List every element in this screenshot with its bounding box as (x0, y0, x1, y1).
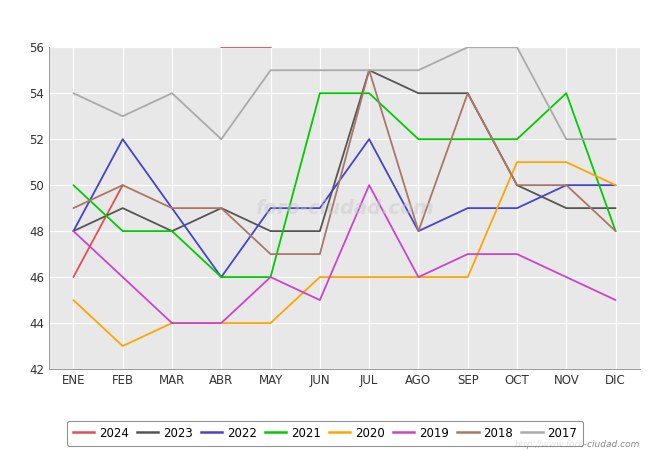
2023 (217, 206, 225, 211)
2020 (612, 182, 619, 188)
2018 (612, 229, 619, 234)
Line: 2018: 2018 (73, 70, 616, 254)
2018 (316, 252, 324, 257)
2022 (217, 274, 225, 280)
2019 (464, 252, 472, 257)
2023 (612, 206, 619, 211)
2023 (464, 90, 472, 96)
2017 (70, 90, 77, 96)
2020 (513, 159, 521, 165)
2019 (415, 274, 422, 280)
2017 (266, 68, 274, 73)
2019 (365, 182, 373, 188)
Text: foro-ciudad.com: foro-ciudad.com (255, 198, 434, 218)
2018 (168, 206, 176, 211)
2019 (70, 229, 77, 234)
2018 (415, 229, 422, 234)
Text: Afiliados en La Hiniesta a 31/5/2024: Afiliados en La Hiniesta a 31/5/2024 (176, 10, 474, 28)
2019 (562, 274, 570, 280)
Line: 2019: 2019 (73, 185, 616, 323)
2017 (168, 90, 176, 96)
2017 (513, 45, 521, 50)
2018 (464, 90, 472, 96)
2022 (562, 182, 570, 188)
Line: 2020: 2020 (73, 162, 616, 346)
2018 (266, 252, 274, 257)
2022 (266, 206, 274, 211)
2021 (415, 136, 422, 142)
2019 (119, 274, 127, 280)
Line: 2024: 2024 (73, 185, 123, 277)
2020 (415, 274, 422, 280)
2019 (168, 320, 176, 326)
2019 (266, 274, 274, 280)
Line: 2023: 2023 (73, 70, 616, 231)
2020 (316, 274, 324, 280)
2021 (266, 274, 274, 280)
2017 (612, 136, 619, 142)
2019 (316, 297, 324, 303)
2018 (513, 182, 521, 188)
2018 (562, 182, 570, 188)
2020 (266, 320, 274, 326)
2018 (365, 68, 373, 73)
2017 (217, 136, 225, 142)
2022 (464, 206, 472, 211)
2023 (70, 229, 77, 234)
2023 (119, 206, 127, 211)
2019 (513, 252, 521, 257)
2021 (612, 229, 619, 234)
2019 (612, 297, 619, 303)
2020 (562, 159, 570, 165)
2020 (464, 274, 472, 280)
2023 (266, 229, 274, 234)
2021 (119, 229, 127, 234)
2017 (562, 136, 570, 142)
Legend: 2024, 2023, 2022, 2021, 2020, 2019, 2018, 2017: 2024, 2023, 2022, 2021, 2020, 2019, 2018… (67, 421, 583, 446)
2022 (119, 136, 127, 142)
2017 (464, 45, 472, 50)
2020 (168, 320, 176, 326)
2020 (119, 343, 127, 349)
2017 (119, 113, 127, 119)
2023 (316, 229, 324, 234)
2022 (70, 229, 77, 234)
Line: 2017: 2017 (73, 47, 616, 139)
Text: http://www.foro-ciudad.com: http://www.foro-ciudad.com (515, 440, 640, 449)
2021 (168, 229, 176, 234)
2023 (168, 229, 176, 234)
2023 (562, 206, 570, 211)
2022 (415, 229, 422, 234)
2022 (612, 182, 619, 188)
2022 (365, 136, 373, 142)
2021 (316, 90, 324, 96)
2021 (365, 90, 373, 96)
2021 (464, 136, 472, 142)
2023 (415, 90, 422, 96)
2019 (217, 320, 225, 326)
2020 (365, 274, 373, 280)
2022 (513, 206, 521, 211)
2021 (562, 90, 570, 96)
2020 (70, 297, 77, 303)
2021 (217, 274, 225, 280)
2022 (316, 206, 324, 211)
2018 (217, 206, 225, 211)
2018 (70, 206, 77, 211)
2017 (365, 68, 373, 73)
2024 (119, 182, 127, 188)
2023 (365, 68, 373, 73)
2017 (415, 68, 422, 73)
2020 (217, 320, 225, 326)
2023 (513, 182, 521, 188)
Line: 2021: 2021 (73, 93, 616, 277)
2021 (70, 182, 77, 188)
2021 (513, 136, 521, 142)
2018 (119, 182, 127, 188)
Line: 2022: 2022 (73, 139, 616, 277)
2017 (316, 68, 324, 73)
2022 (168, 206, 176, 211)
2024 (70, 274, 77, 280)
